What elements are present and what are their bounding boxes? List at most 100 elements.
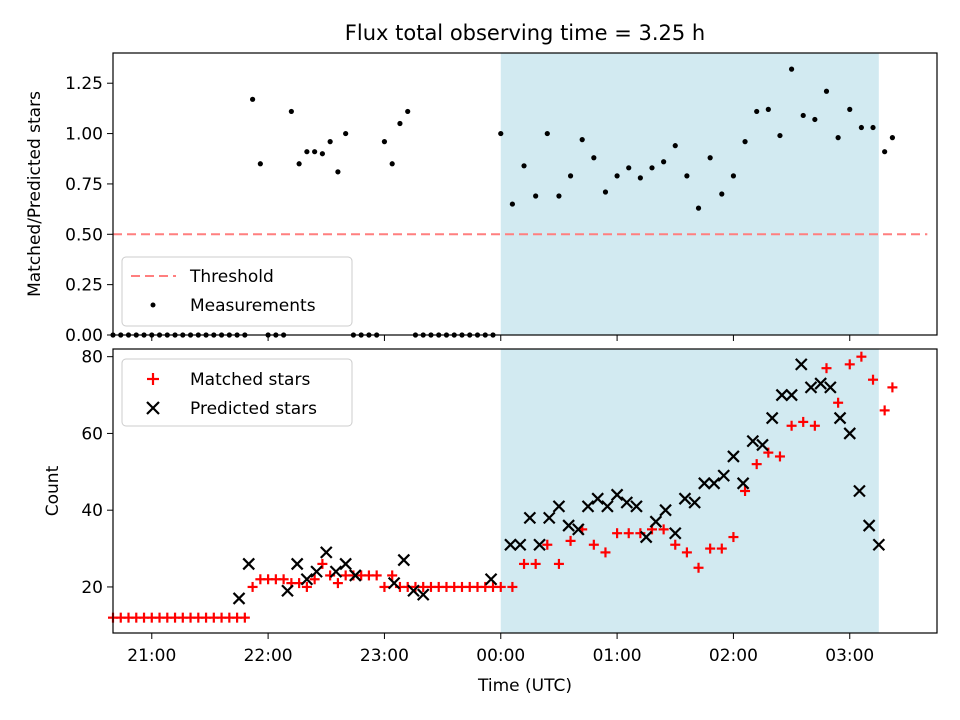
measurement-point xyxy=(567,173,574,179)
predicted-star-point xyxy=(601,500,614,513)
predicted-star-point xyxy=(804,381,818,394)
predicted-star-point xyxy=(678,492,692,505)
predicted-star-point xyxy=(416,588,430,601)
matched-star-point xyxy=(693,562,704,573)
measurement-point xyxy=(319,151,325,157)
measurement-point xyxy=(649,165,655,171)
measurement-point xyxy=(695,205,702,211)
predicted-star-point xyxy=(853,484,866,498)
measurement-point xyxy=(614,173,620,179)
measurement-point xyxy=(296,161,302,167)
predicted-star-point xyxy=(639,530,653,544)
matched-star-point xyxy=(681,547,692,558)
measurement-point xyxy=(889,135,896,141)
predicted-star-point xyxy=(775,388,789,402)
matched-star-point xyxy=(239,612,250,623)
x-tick-label: 22:00 xyxy=(244,646,293,666)
predicted-star-point xyxy=(310,565,323,578)
predicted-star-point xyxy=(232,592,246,605)
top-legend: Threshold Measurements xyxy=(121,256,353,327)
predicted-star-point xyxy=(707,477,721,490)
matched-star-point xyxy=(774,451,785,462)
matched-star-point xyxy=(371,570,382,581)
matched-star-point xyxy=(301,581,312,592)
matched-star-point xyxy=(553,558,564,569)
measurement-point xyxy=(847,106,853,112)
matched-star-point xyxy=(507,581,518,592)
x-tick-label: 00:00 xyxy=(476,646,525,666)
measurement-point xyxy=(858,124,864,131)
matched-star-point xyxy=(856,351,867,362)
bottom-y-axis-label: Count xyxy=(43,465,63,516)
matched-star-point xyxy=(868,374,879,385)
predicted-star-point xyxy=(513,538,527,552)
matched-star-point xyxy=(844,359,855,370)
measurement-point xyxy=(707,155,713,161)
x-tick-label: 01:00 xyxy=(593,646,642,666)
matched-star-point xyxy=(879,405,890,416)
predicted-star-point xyxy=(591,492,604,505)
measurement-point xyxy=(312,149,318,155)
measurement-point xyxy=(788,66,795,72)
measurement-point xyxy=(812,116,818,123)
x-axis-label: Time (UTC) xyxy=(477,676,572,696)
predicted-legend-label: Predicted stars xyxy=(190,399,317,419)
measurement-point xyxy=(602,189,609,195)
measurements-series xyxy=(110,66,896,338)
predicted-star-point xyxy=(833,411,847,425)
top-y-tick-label: 1.25 xyxy=(65,74,103,94)
top-y-axis-label: Matched/Predicted stars xyxy=(25,91,45,297)
predicted-star-point xyxy=(843,427,857,440)
bottom-legend-box xyxy=(121,358,353,427)
matched-star-point xyxy=(728,532,739,543)
matched-star-point xyxy=(612,528,623,539)
predicted-star-point xyxy=(300,572,314,586)
matched-star-point xyxy=(786,420,797,431)
matched-star-point xyxy=(716,543,727,554)
measurement-point xyxy=(556,193,562,199)
top-axis-ticks: 0.00 0.25 0.50 0.75 1.00 1.25 xyxy=(65,74,851,346)
bottom-plot-frame xyxy=(112,348,938,634)
top-y-tick-label: 0.25 xyxy=(65,276,103,296)
measurement-point xyxy=(672,143,678,149)
measurement-point xyxy=(304,149,310,155)
bottom-panel: 20 40 60 80 21:00 22:00 23:00 00:00 01:00 02:00 03… xyxy=(43,348,938,696)
measurement-point xyxy=(533,193,539,199)
matched-star-point xyxy=(309,574,320,585)
measurement-point xyxy=(730,173,737,179)
measurement-point xyxy=(521,163,527,169)
matched-star-point xyxy=(519,558,530,569)
measurement-point xyxy=(777,132,783,139)
predicted-star-point xyxy=(349,569,362,582)
matched-star-point xyxy=(588,539,599,550)
predicted-star-point xyxy=(387,576,401,590)
predicted-star-point xyxy=(698,477,711,490)
predicted-star-point xyxy=(484,572,498,586)
measurement-point xyxy=(498,130,504,137)
matched-star-point xyxy=(600,547,611,558)
predicted-star-point xyxy=(649,515,663,528)
predicted-star-point xyxy=(533,538,546,552)
matched-star-point xyxy=(623,528,634,539)
predicted-star-point xyxy=(572,523,585,536)
predicted-star-point xyxy=(523,511,537,525)
top-y-tick-label: 0.75 xyxy=(65,175,103,195)
measurement-point xyxy=(327,139,333,145)
bottom-legend: Matched stars Predicted stars xyxy=(121,358,353,427)
matched-star-point xyxy=(530,558,541,569)
measurement-point xyxy=(579,137,585,143)
chart-title: Flux total observing time = 3.25 h xyxy=(345,21,705,45)
matched-star-point xyxy=(658,524,669,535)
matched-star-point xyxy=(740,486,751,496)
matched-star-point xyxy=(565,535,576,546)
measurement-point xyxy=(626,165,632,171)
predicted-star-point xyxy=(765,411,779,425)
top-y-tick-label: 1.00 xyxy=(65,125,103,145)
matched-star-point xyxy=(387,570,398,581)
predicted-star-point xyxy=(746,434,760,448)
measurement-point xyxy=(381,139,388,145)
predicted-star-point xyxy=(795,358,808,371)
predicted-star-point xyxy=(407,584,420,598)
measurement-point xyxy=(870,124,876,131)
matched-star-point xyxy=(798,416,809,427)
